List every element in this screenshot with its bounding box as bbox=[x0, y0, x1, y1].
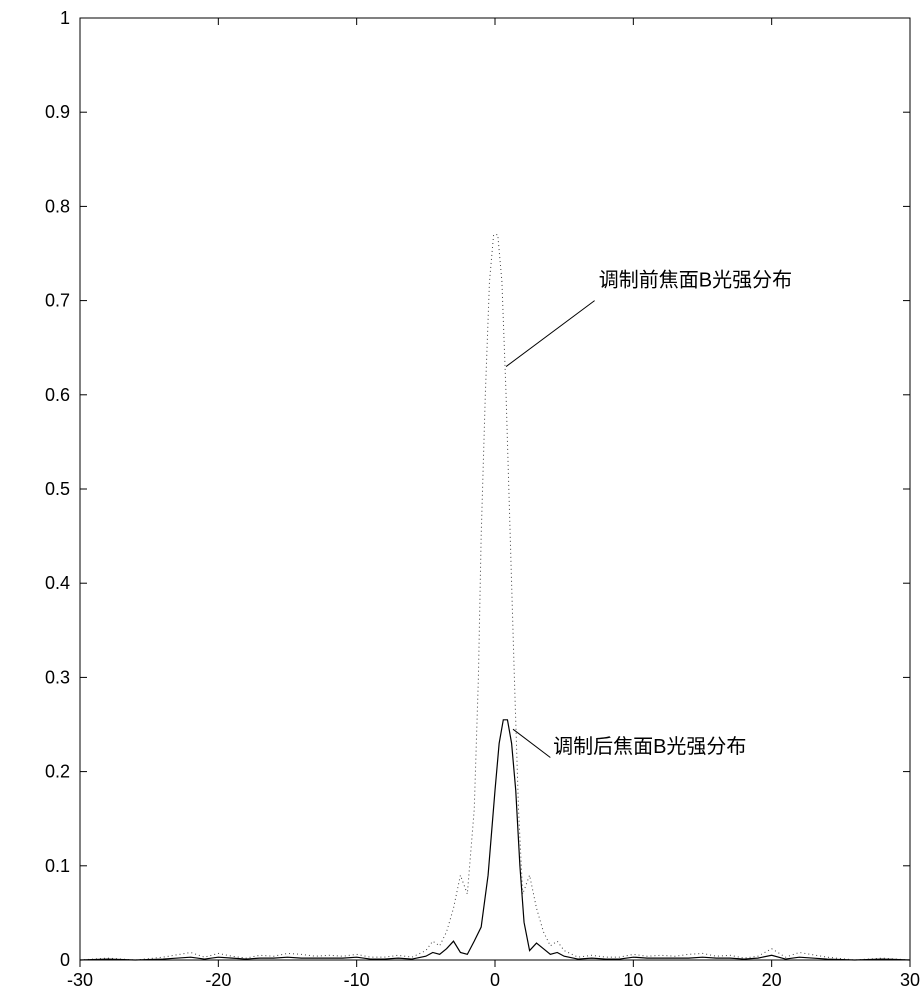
series-post_modulation bbox=[80, 720, 910, 960]
annotation-text-pre_label: 调制前焦面B光强分布 bbox=[599, 268, 792, 291]
y-tick-label: 0.2 bbox=[45, 762, 70, 782]
y-tick-label: 0.7 bbox=[45, 291, 70, 311]
y-tick-label: 0.8 bbox=[45, 196, 70, 216]
annotation-line-post_label bbox=[513, 729, 550, 757]
y-tick-label: 0.4 bbox=[45, 573, 70, 593]
x-tick-label: 10 bbox=[623, 970, 643, 990]
y-tick-label: 0.9 bbox=[45, 102, 70, 122]
y-tick-label: 0 bbox=[60, 950, 70, 970]
x-tick-label: 30 bbox=[900, 970, 920, 990]
x-tick-label: -20 bbox=[205, 970, 231, 990]
line-chart: -30 -20 -10 0 10 20 30 0 0.1 0.2 0.3 0.4 0.5 0.6 0.7 0.… bbox=[0, 0, 924, 1000]
x-tick-label: -10 bbox=[344, 970, 370, 990]
y-tick-label: 0.1 bbox=[45, 856, 70, 876]
series-pre_modulation bbox=[80, 235, 910, 960]
x-tick-label: -30 bbox=[67, 970, 93, 990]
chart-container: -30 -20 -10 0 10 20 30 0 0.1 0.2 0.3 0.4 0.5 0.6 0.7 0.… bbox=[0, 0, 924, 1000]
plot-box bbox=[80, 18, 910, 960]
y-tick-label: 0.6 bbox=[45, 385, 70, 405]
y-tick-label: 0.5 bbox=[45, 479, 70, 499]
x-tick-label: 0 bbox=[490, 970, 500, 990]
y-tick-label: 1 bbox=[60, 8, 70, 28]
annotation-text-post_label: 调制后焦面B光强分布 bbox=[553, 735, 746, 758]
x-tick-label: 20 bbox=[762, 970, 782, 990]
annotation-line-pre_label bbox=[506, 301, 595, 367]
y-tick-label: 0.3 bbox=[45, 667, 70, 687]
